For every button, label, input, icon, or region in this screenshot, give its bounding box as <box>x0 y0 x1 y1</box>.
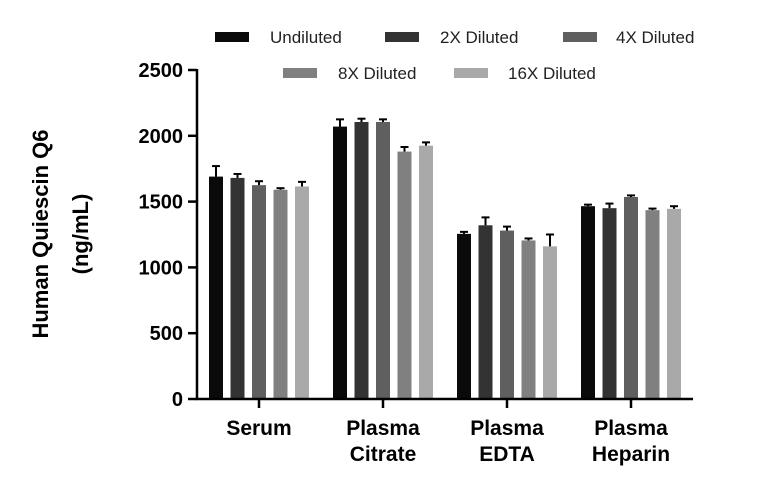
legend-swatch-2 <box>563 32 597 42</box>
legend: Undiluted 2X Diluted 4X Diluted 8X Diluted 1… <box>215 28 694 83</box>
y-tick-label-3: 1500 <box>139 192 184 214</box>
bar-0-4 <box>295 186 309 399</box>
y-axis-title-line-0: Human Quiescin Q6 <box>28 129 53 338</box>
y-tick-label-2: 1000 <box>139 257 184 279</box>
bar-2-2 <box>500 230 514 399</box>
bar-0-1 <box>230 177 245 399</box>
bar-0-3 <box>273 189 288 399</box>
y-tick-label-1: 500 <box>150 323 183 345</box>
bars <box>209 117 681 400</box>
legend-label-0: Undiluted <box>270 28 342 47</box>
bar-1-3 <box>397 151 412 399</box>
bar-3-4 <box>667 208 681 399</box>
category-label-2-1: EDTA <box>479 443 535 466</box>
category-label-3-0: Plasma <box>594 417 668 440</box>
legend-label-2: 4X Diluted <box>616 28 694 47</box>
legend-swatch-4 <box>454 68 488 78</box>
y-tick-label-0: 0 <box>172 389 183 411</box>
bar-3-3 <box>645 210 660 399</box>
bar-1-2 <box>376 121 390 400</box>
bar-3-2 <box>624 196 638 399</box>
bar-1-4 <box>419 145 433 399</box>
category-label-1-0: Plasma <box>346 417 420 440</box>
y-axis-title: Human Quiescin Q6 (ng/mL) <box>28 129 93 338</box>
legend-label-4: 16X Diluted <box>508 64 596 83</box>
legend-swatch-1 <box>385 32 419 42</box>
axes: 0 500 1000 1500 2000 2500 Serum Plasma Citrate Pl… <box>139 60 693 466</box>
bar-2-3 <box>521 240 536 399</box>
bar-0-2 <box>252 185 266 399</box>
bar-0-0 <box>209 176 223 399</box>
bar-2-4 <box>543 246 557 399</box>
bar-3-1 <box>602 208 617 399</box>
category-label-2-0: Plasma <box>470 417 544 440</box>
bar-2-1 <box>478 225 493 399</box>
bar-3-0 <box>581 206 595 399</box>
category-label-1-1: Citrate <box>350 443 417 466</box>
legend-swatch-3 <box>283 68 317 78</box>
bar-2-0 <box>457 233 471 399</box>
legend-label-1: 2X Diluted <box>440 28 518 47</box>
category-label-3-1: Heparin <box>592 443 670 466</box>
legend-label-3: 8X Diluted <box>338 64 416 83</box>
y-tick-label-5: 2500 <box>139 60 184 82</box>
legend-swatch-0 <box>215 32 249 42</box>
bar-1-1 <box>354 121 369 400</box>
y-axis-title-line-1: (ng/mL) <box>68 194 93 275</box>
category-label-0-0: Serum <box>226 417 291 440</box>
bar-1-0 <box>333 126 347 399</box>
y-tick-label-4: 2000 <box>139 126 184 148</box>
